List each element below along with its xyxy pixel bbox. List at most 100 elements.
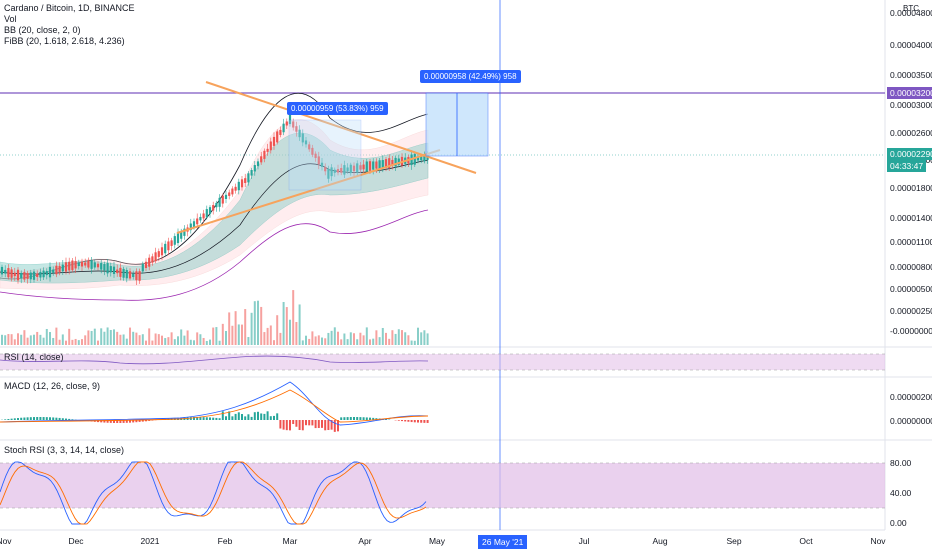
volume-bar bbox=[237, 324, 240, 345]
bb-legend[interactable]: BB (20, close, 2, 0) bbox=[4, 25, 81, 35]
fibb-legend[interactable]: FiBB (20, 1.618, 2.618, 4.236) bbox=[4, 36, 125, 46]
candle-body bbox=[109, 266, 112, 273]
rsi-band bbox=[0, 354, 885, 370]
candle-body bbox=[212, 205, 215, 211]
candle-body bbox=[7, 268, 10, 278]
candle-body bbox=[269, 141, 272, 151]
macd-histogram-bar bbox=[23, 417, 26, 420]
candle-body bbox=[327, 168, 330, 179]
volume-bar bbox=[218, 340, 221, 345]
macd-histogram-bar bbox=[273, 415, 275, 420]
candle-body bbox=[381, 160, 384, 169]
macd-histogram-bar bbox=[269, 416, 272, 420]
candle-body bbox=[205, 209, 208, 218]
candle-body bbox=[96, 263, 100, 268]
macd-pane-title[interactable]: MACD (12, 26, close, 9) bbox=[4, 381, 101, 391]
macd-histogram-bar bbox=[212, 417, 215, 420]
rsi-pane-title[interactable]: RSI (14, close) bbox=[4, 352, 64, 362]
macd-histogram-bar bbox=[279, 420, 282, 429]
macd-histogram-bar bbox=[100, 420, 103, 423]
stoch-band bbox=[0, 463, 885, 508]
candle-body bbox=[16, 269, 20, 281]
volume-bar bbox=[196, 332, 199, 345]
macd-histogram-bar bbox=[17, 418, 19, 420]
macd-histogram-bar bbox=[196, 417, 199, 420]
candle-body bbox=[128, 271, 132, 279]
candlestick-series[interactable] bbox=[0, 111, 429, 285]
candle-body bbox=[333, 169, 336, 173]
price-axis-label: -0.00000000 bbox=[890, 326, 932, 336]
candle-body bbox=[336, 169, 340, 173]
candle-body bbox=[173, 236, 176, 245]
volume-bar bbox=[20, 334, 23, 345]
candle-body bbox=[0, 266, 4, 275]
time-axis-label: Feb bbox=[217, 536, 233, 546]
macd-histogram-bar bbox=[215, 417, 218, 420]
volume-bar bbox=[385, 332, 387, 345]
volume-bar bbox=[311, 331, 314, 345]
stoch-pane-title[interactable]: Stoch RSI (3, 3, 14, 14, close) bbox=[4, 445, 125, 455]
bb-basis bbox=[0, 159, 429, 275]
time-axis-label: Mar bbox=[282, 536, 298, 546]
macd-histogram-bar bbox=[346, 417, 349, 420]
macd-histogram-bar bbox=[4, 419, 7, 420]
macd-histogram-bar bbox=[365, 417, 368, 420]
macd-histogram-bar bbox=[65, 418, 67, 420]
volume-bar bbox=[343, 333, 346, 345]
volume-bar bbox=[410, 340, 413, 345]
candle-body bbox=[282, 123, 285, 133]
volume-bar bbox=[340, 339, 343, 345]
volume-bar bbox=[324, 338, 327, 345]
volume-bar bbox=[417, 327, 419, 345]
macd-histogram-bar bbox=[330, 420, 333, 430]
macd-histogram-bar bbox=[106, 420, 109, 423]
volume-bar bbox=[17, 333, 19, 345]
macd-histogram-bar bbox=[289, 420, 291, 431]
candle-body bbox=[61, 264, 64, 272]
candle-body bbox=[164, 243, 167, 254]
macd-histogram-bar bbox=[7, 419, 10, 420]
volume-bar bbox=[138, 335, 141, 345]
candle-body bbox=[32, 271, 36, 280]
candle-body bbox=[157, 251, 160, 257]
measure-tooltip-range: 0.00000959 (53.83%) 959 bbox=[287, 102, 388, 115]
time-axis-label: Apr bbox=[358, 536, 372, 546]
price-range-measure-secondary[interactable] bbox=[288, 119, 362, 191]
symbol-legend[interactable]: Cardano / Bitcoin, 1D, BINANCE bbox=[4, 3, 135, 13]
volume-bar bbox=[42, 337, 45, 345]
volume-bar bbox=[97, 340, 99, 345]
macd-histogram-bar bbox=[189, 417, 192, 420]
candle-body bbox=[64, 262, 68, 272]
candle-body bbox=[413, 153, 416, 165]
macd-histogram-bar bbox=[263, 413, 266, 420]
macd-histogram-bar bbox=[413, 420, 416, 423]
volume-bar bbox=[231, 325, 234, 345]
candle-body bbox=[170, 240, 173, 246]
macd-histogram-bar bbox=[116, 420, 119, 423]
macd-histogram-bar bbox=[209, 417, 211, 420]
volume-bar bbox=[193, 340, 195, 345]
volume-bar bbox=[423, 330, 426, 345]
macd-histogram-bar bbox=[295, 420, 298, 427]
candle-body bbox=[4, 269, 7, 274]
time-axis-label: Aug bbox=[652, 536, 668, 546]
volume-bar bbox=[71, 339, 74, 345]
price-axis-label: 0.00004800 bbox=[890, 8, 932, 18]
volume-bar bbox=[119, 334, 122, 345]
volume-bar bbox=[113, 329, 115, 345]
macd-histogram-bar bbox=[202, 417, 205, 420]
volume-bar bbox=[209, 339, 211, 345]
volume-bar bbox=[39, 334, 42, 345]
vol-legend[interactable]: Vol bbox=[4, 14, 17, 24]
ascending-trendline[interactable] bbox=[176, 149, 441, 234]
descending-trendline[interactable] bbox=[205, 81, 477, 174]
candle-body bbox=[151, 256, 154, 263]
candle-body bbox=[263, 150, 266, 159]
macd-histogram-bar bbox=[122, 420, 125, 423]
last-price-tag: 0.00002290 bbox=[887, 148, 932, 160]
macd-histogram-bar bbox=[298, 420, 301, 431]
volume-bar bbox=[45, 328, 48, 345]
volume-bar bbox=[404, 332, 407, 345]
candle-body bbox=[87, 260, 90, 268]
